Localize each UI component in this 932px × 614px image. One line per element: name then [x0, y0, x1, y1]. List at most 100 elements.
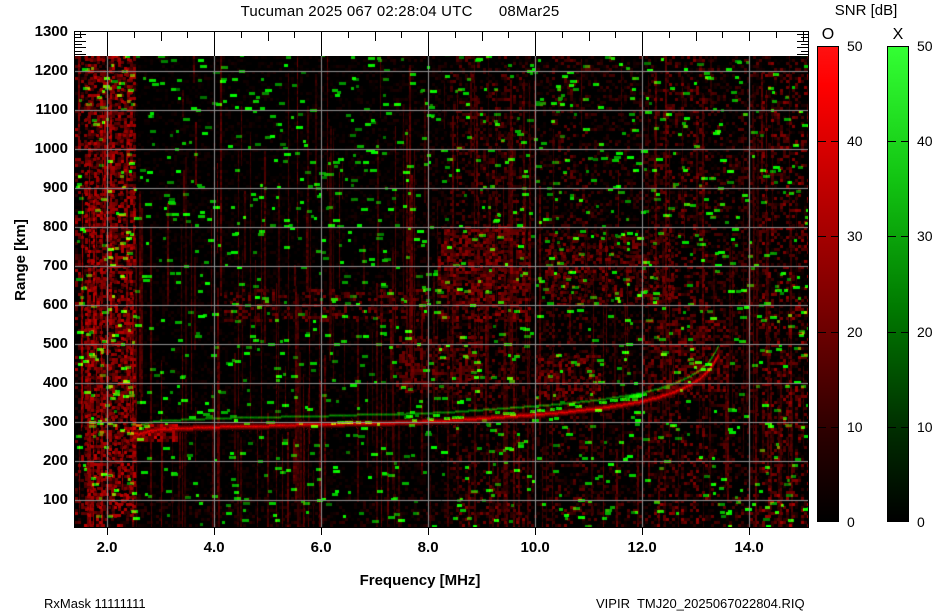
colorbar-x-tick-label: 10	[917, 418, 932, 435]
colorbar-x-gradient[interactable]	[887, 46, 909, 522]
colorbar-x-tick-label: 30	[917, 228, 932, 245]
ionogram-canvas[interactable]	[75, 32, 808, 527]
upper-axis-left-scale-tick	[75, 37, 82, 39]
upper-axis-left-scale-tick	[75, 50, 82, 52]
colorbar-o-tick-label: 20	[847, 323, 863, 340]
upper-axis-tick	[722, 32, 723, 38]
colorbar-o-tick-label: 0	[847, 514, 855, 530]
upper-axis-tick	[482, 32, 483, 41]
upper-axis-tick	[80, 32, 81, 38]
upper-axis-tick	[749, 32, 750, 41]
upper-axis-right-scale-tick	[797, 53, 808, 55]
upper-axis-separator	[642, 32, 643, 56]
colorbar-o-tick-mark	[831, 236, 839, 237]
colorbar-x-tick-mark	[888, 141, 896, 142]
y-axis-tick-label: 800	[42, 217, 68, 235]
colorbar-x-tick-label: 40	[917, 133, 932, 150]
colorbar-o-tick-mark	[818, 141, 826, 142]
colorbar-o-tick-label: 40	[847, 133, 863, 150]
y-axis-tick-label: 400	[42, 373, 68, 391]
upper-axis-tick	[589, 32, 590, 41]
x-axis-tick-mark	[535, 528, 537, 535]
colorbar-o-tick-mark	[831, 141, 839, 142]
upper-axis-right-scale-tick	[797, 40, 808, 42]
y-axis-tick-label: 700	[42, 256, 68, 274]
upper-axis-tick	[615, 32, 616, 38]
colorbar-x-tick-mark	[901, 141, 909, 142]
upper-axis-right-scale-tick	[797, 47, 808, 49]
x-axis-tick-label: 14.0	[734, 539, 764, 556]
colorbar-x-tick-mark	[888, 332, 896, 333]
x-axis-tick-label: 10.0	[520, 539, 550, 556]
upper-axis-right-scale-tick	[797, 34, 808, 35]
x-axis-tick-mark	[642, 528, 644, 535]
colorbar-o-tick-mark	[831, 427, 839, 428]
upper-axis-left-scale-tick	[75, 53, 86, 55]
x-axis-tick-mark	[749, 528, 751, 535]
colorbar-o-tick-label: 50	[847, 38, 863, 54]
upper-axis-tick	[508, 32, 509, 38]
y-axis-tick-label: 1200	[34, 61, 68, 79]
y-axis-tick-label: 200	[42, 451, 68, 469]
colorbar-o-tick-mark	[818, 427, 826, 428]
colorbar-o-tick-mark	[831, 332, 839, 333]
upper-axis-right-scale-tick	[801, 50, 808, 52]
x-axis-tick-mark	[321, 528, 323, 535]
x-axis-tick-label: 12.0	[627, 539, 657, 556]
y-axis-tick-label: 900	[42, 178, 68, 196]
colorbar-x-tick-mark	[901, 332, 909, 333]
upper-axis-tick	[562, 32, 563, 38]
upper-axis-left-scale-tick	[75, 47, 86, 49]
upper-axis-tick	[375, 32, 376, 41]
x-axis-tick-mark	[214, 528, 216, 535]
colorbar-x-tick-label: 20	[917, 323, 932, 340]
rxmask-footer: RxMask 11111111	[44, 596, 146, 611]
upper-axis-separator	[214, 32, 215, 56]
source-file-footer: VIPIR TMJ20_2025067022804.RIQ	[596, 596, 805, 611]
upper-axis-tick	[696, 32, 697, 41]
upper-axis-left-scale-tick	[75, 40, 86, 42]
upper-axis-tick	[241, 32, 242, 38]
y-axis-tick-label: 500	[42, 334, 68, 352]
colorbar-title: SNR [dB]	[834, 2, 898, 19]
colorbar-o-gradient[interactable]	[817, 46, 839, 522]
colorbar-o-mode-label: O	[821, 26, 835, 43]
upper-axis-tick	[669, 32, 670, 38]
upper-axis-separator	[428, 32, 429, 56]
upper-axis-tick	[455, 32, 456, 38]
upper-axis-tick	[401, 32, 402, 38]
ionogram-plot[interactable]	[74, 31, 809, 528]
upper-axis-separator	[535, 32, 536, 56]
title-text: Tucuman 2025 067 02:28:04 UTC 08Mar25	[240, 2, 560, 20]
y-axis-tick-label: 1100	[35, 100, 68, 118]
upper-axis-tick	[803, 32, 804, 41]
upper-axis-tick	[134, 32, 135, 38]
upper-axis-tick	[161, 32, 162, 41]
x-axis-tick-label: 2.0	[96, 539, 118, 556]
y-axis-tick-label: 600	[42, 295, 68, 313]
upper-axis-tick	[187, 32, 188, 38]
upper-axis-left-scale-tick	[75, 34, 86, 35]
colorbar-o-tick-mark	[818, 332, 826, 333]
colorbar-o-tick-label: 30	[847, 228, 863, 245]
x-axis-tick-mark	[107, 528, 109, 535]
upper-axis-ticks	[75, 32, 808, 56]
upper-axis-tick	[268, 32, 269, 41]
colorbar-o-tick-mark	[818, 236, 826, 237]
colorbar-ticks: 0 10 20 30 40 50 0 10 20 30 40 50	[818, 38, 932, 530]
x-axis-tick-label: 8.0	[417, 539, 439, 556]
upper-axis-separator	[107, 32, 108, 56]
x-axis: 2.0 4.0 6.0 8.0 10.0 12.0 14.0	[0, 528, 932, 568]
colorbar-x-tick-label: 0	[917, 514, 925, 530]
x-axis-label: Frequency [MHz]	[359, 572, 481, 589]
y-axis-tick-label: 100	[42, 490, 68, 508]
upper-axis-tick	[776, 32, 777, 38]
upper-axis-separator	[321, 32, 322, 56]
colorbar-x-mode-label: X	[892, 26, 904, 43]
x-axis-tick-mark	[428, 528, 430, 535]
colorbar-x-tick-mark	[888, 236, 896, 237]
colorbar-x-tick-mark	[888, 427, 896, 428]
y-axis-tick-label: 1300	[34, 23, 68, 40]
upper-axis-right-scale-tick	[801, 37, 808, 39]
upper-axis-left-scale-tick	[75, 43, 82, 45]
